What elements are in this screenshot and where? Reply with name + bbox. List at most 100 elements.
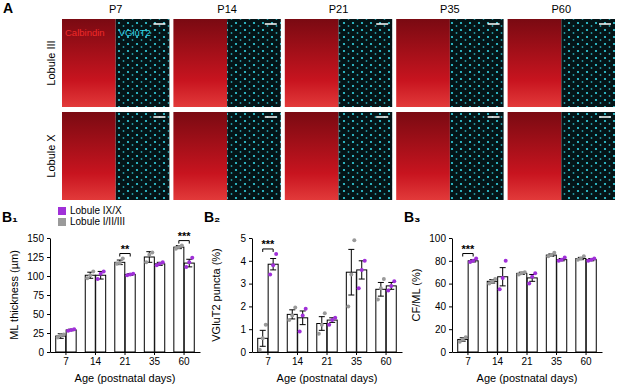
x-tick-label: 21 <box>321 356 333 367</box>
data-point <box>131 272 135 276</box>
x-tick-label: 14 <box>492 356 504 367</box>
y-tick-label: 150 <box>27 233 44 244</box>
data-point <box>85 276 89 280</box>
y-tick-mark <box>449 329 452 330</box>
error-bar <box>319 317 325 331</box>
x-axis-title: Age (postnatal days) <box>477 372 578 384</box>
y-tick-label: 60 <box>435 278 447 289</box>
bar <box>468 261 478 352</box>
data-point <box>62 333 66 337</box>
y-tick-mark <box>449 352 452 353</box>
data-point <box>533 271 537 275</box>
error-bar <box>348 249 354 295</box>
data-point <box>88 273 92 277</box>
x-tick-mark <box>267 352 268 355</box>
calbindin-image <box>396 19 450 107</box>
x-axis: 714213560 <box>253 352 403 367</box>
error-bar-cap <box>348 295 354 296</box>
bar <box>357 270 367 352</box>
age-label: P7 <box>109 3 122 15</box>
data-point <box>389 284 393 288</box>
x-tick-mark <box>327 352 328 355</box>
x-tick: 21 <box>321 352 333 367</box>
error-bar-stem <box>351 249 352 295</box>
x-axis-title: Age (postnatal days) <box>75 372 176 384</box>
x-tick-mark <box>467 352 468 355</box>
bar <box>287 314 297 352</box>
y-axis-title: ML thickness (µm) <box>8 250 20 340</box>
data-point <box>264 323 268 327</box>
plot-marks <box>258 238 397 352</box>
plot-marks <box>458 251 597 352</box>
calbindin-image <box>508 19 562 107</box>
data-point <box>493 277 497 281</box>
scale-bar <box>599 23 611 25</box>
y-tick-label: 25 <box>33 328 45 339</box>
data-point <box>360 268 364 272</box>
error-bar <box>378 282 384 296</box>
bar <box>498 277 508 352</box>
error-bar-cap <box>270 258 276 259</box>
error-bar <box>289 310 295 319</box>
panel-label: A <box>3 0 13 16</box>
error-bar <box>529 274 535 281</box>
vglut2-image <box>561 112 615 200</box>
x-tick: 60 <box>580 352 592 367</box>
data-point <box>290 314 294 318</box>
y-tick-label: 0 <box>240 347 246 358</box>
data-point <box>161 260 165 264</box>
x-tick-label: 35 <box>551 356 563 367</box>
bar <box>327 320 337 352</box>
age-label: P14 <box>217 3 237 15</box>
y-tick: 0 <box>440 347 452 358</box>
x-tick: 7 <box>465 352 471 367</box>
y-tick-mark <box>449 284 452 285</box>
vglut2-image <box>116 19 170 107</box>
error-bar-cap <box>378 282 384 283</box>
x-tick-mark <box>154 352 155 355</box>
panel-label: B₃ <box>404 209 421 225</box>
scale-bar <box>265 23 277 25</box>
plot-marks <box>56 244 195 352</box>
data-point <box>582 254 586 258</box>
data-point <box>498 287 502 291</box>
y-tick-label: 40 <box>435 301 447 312</box>
x-tick-label: 7 <box>63 356 69 367</box>
y-axis-title: CF/ML (%) <box>410 269 422 322</box>
y-tick-mark <box>449 261 452 262</box>
error-bar-cap <box>289 309 295 310</box>
x-tick-label: 60 <box>580 356 592 367</box>
bar <box>85 275 95 352</box>
data-point <box>187 260 191 264</box>
panel-label: B₂ <box>204 209 220 225</box>
data-point <box>333 316 337 320</box>
bar <box>386 286 396 352</box>
data-point <box>150 250 154 254</box>
data-point <box>352 238 356 242</box>
x-tick-label: 7 <box>265 356 271 367</box>
error-bar <box>260 330 266 346</box>
x-tick: 14 <box>492 352 504 367</box>
vglut2-image <box>450 112 504 200</box>
error-bar-cap <box>319 330 325 331</box>
y-tick-mark <box>249 284 252 285</box>
x-tick: 7 <box>63 352 69 367</box>
data-point <box>464 335 468 339</box>
x-tick-label: 21 <box>521 356 533 367</box>
y-tick: 75 <box>33 290 50 301</box>
y-tick-label: 75 <box>33 290 45 301</box>
data-point <box>382 277 386 281</box>
row-label: Lobule X <box>45 134 57 178</box>
data-point <box>527 282 531 286</box>
x-axis: 7 14 21 35 60 <box>453 352 603 367</box>
data-point <box>501 276 505 280</box>
data-point <box>190 256 194 260</box>
y-tick-mark <box>47 276 50 277</box>
legend-swatch <box>58 218 66 226</box>
y-tick: 60 <box>435 278 452 289</box>
bar <box>155 264 165 352</box>
error-bar-cap <box>500 285 506 286</box>
y-tick-label: 80 <box>435 255 447 266</box>
calbindin-image <box>285 112 339 200</box>
y-tick-mark <box>47 352 50 353</box>
